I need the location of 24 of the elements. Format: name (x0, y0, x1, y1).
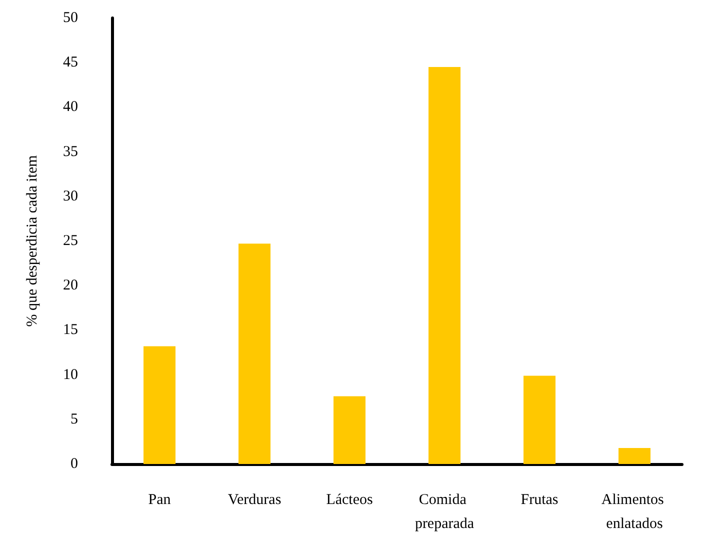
y-tick-label: 10 (63, 366, 78, 383)
x-tick-label: Comida preparada (414, 492, 474, 532)
x-tick-label: Alimentos enlatados (601, 492, 668, 532)
y-tick-label: 40 (63, 99, 78, 116)
y-tick-label: 5 (70, 411, 78, 428)
y-tick-label: 45 (63, 54, 78, 71)
y-tick-label: 20 (63, 278, 78, 294)
bar (144, 346, 176, 464)
y-axis-title: % que desperdicia cada item (24, 154, 40, 327)
bar (524, 376, 556, 464)
y-tick-label: 35 (63, 144, 78, 160)
y-tick-label: 30 (63, 188, 78, 204)
y-tick-label: 25 (63, 233, 78, 249)
x-tick-label: Pan (148, 492, 172, 508)
bar (618, 448, 650, 464)
y-tick-label: 50 (63, 10, 78, 26)
x-tick-label: Frutas (520, 492, 558, 508)
bar (428, 67, 460, 464)
y-tick-label: 0 (70, 456, 78, 472)
bar (238, 244, 270, 464)
x-tick-label: Lácteos (326, 492, 373, 508)
y-tick-label: 15 (63, 322, 78, 338)
x-tick-label: Verduras (228, 492, 282, 508)
bar (334, 396, 366, 464)
